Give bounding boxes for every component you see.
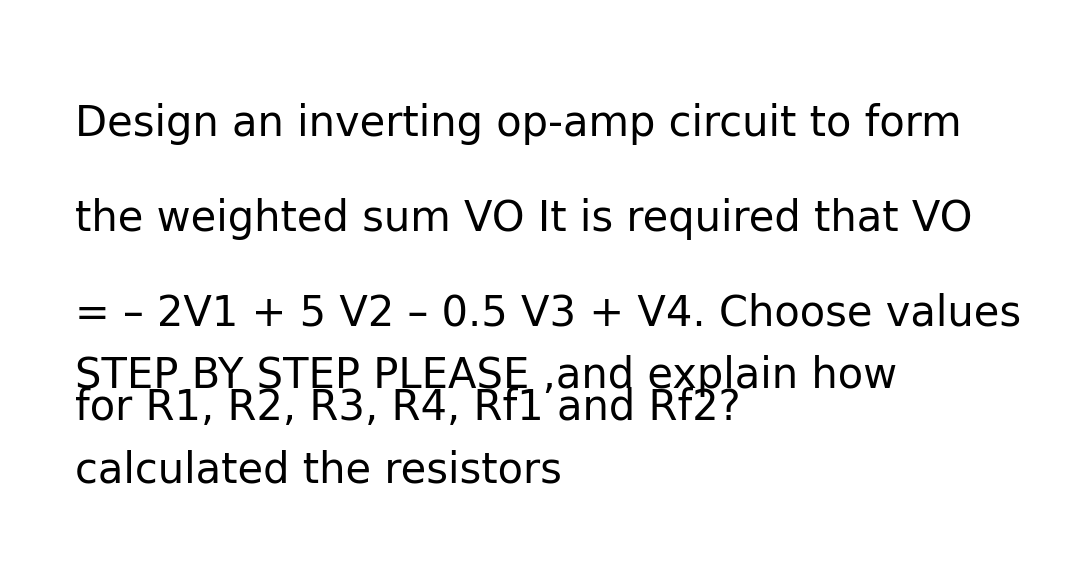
Text: for R1, R2, R3, R4, Rf1 and Rf2?: for R1, R2, R3, R4, Rf1 and Rf2? <box>75 387 741 429</box>
Text: STEP BY STEP PLEASE ,and explain how: STEP BY STEP PLEASE ,and explain how <box>75 355 898 397</box>
Text: Design an inverting op-amp circuit to form: Design an inverting op-amp circuit to fo… <box>75 103 962 145</box>
Text: = – 2V1 + 5 V2 – 0.5 V3 + V4. Choose values: = – 2V1 + 5 V2 – 0.5 V3 + V4. Choose val… <box>75 292 1022 334</box>
Text: calculated the resistors: calculated the resistors <box>75 450 563 492</box>
Text: the weighted sum VO It is required that VO: the weighted sum VO It is required that … <box>75 198 973 240</box>
